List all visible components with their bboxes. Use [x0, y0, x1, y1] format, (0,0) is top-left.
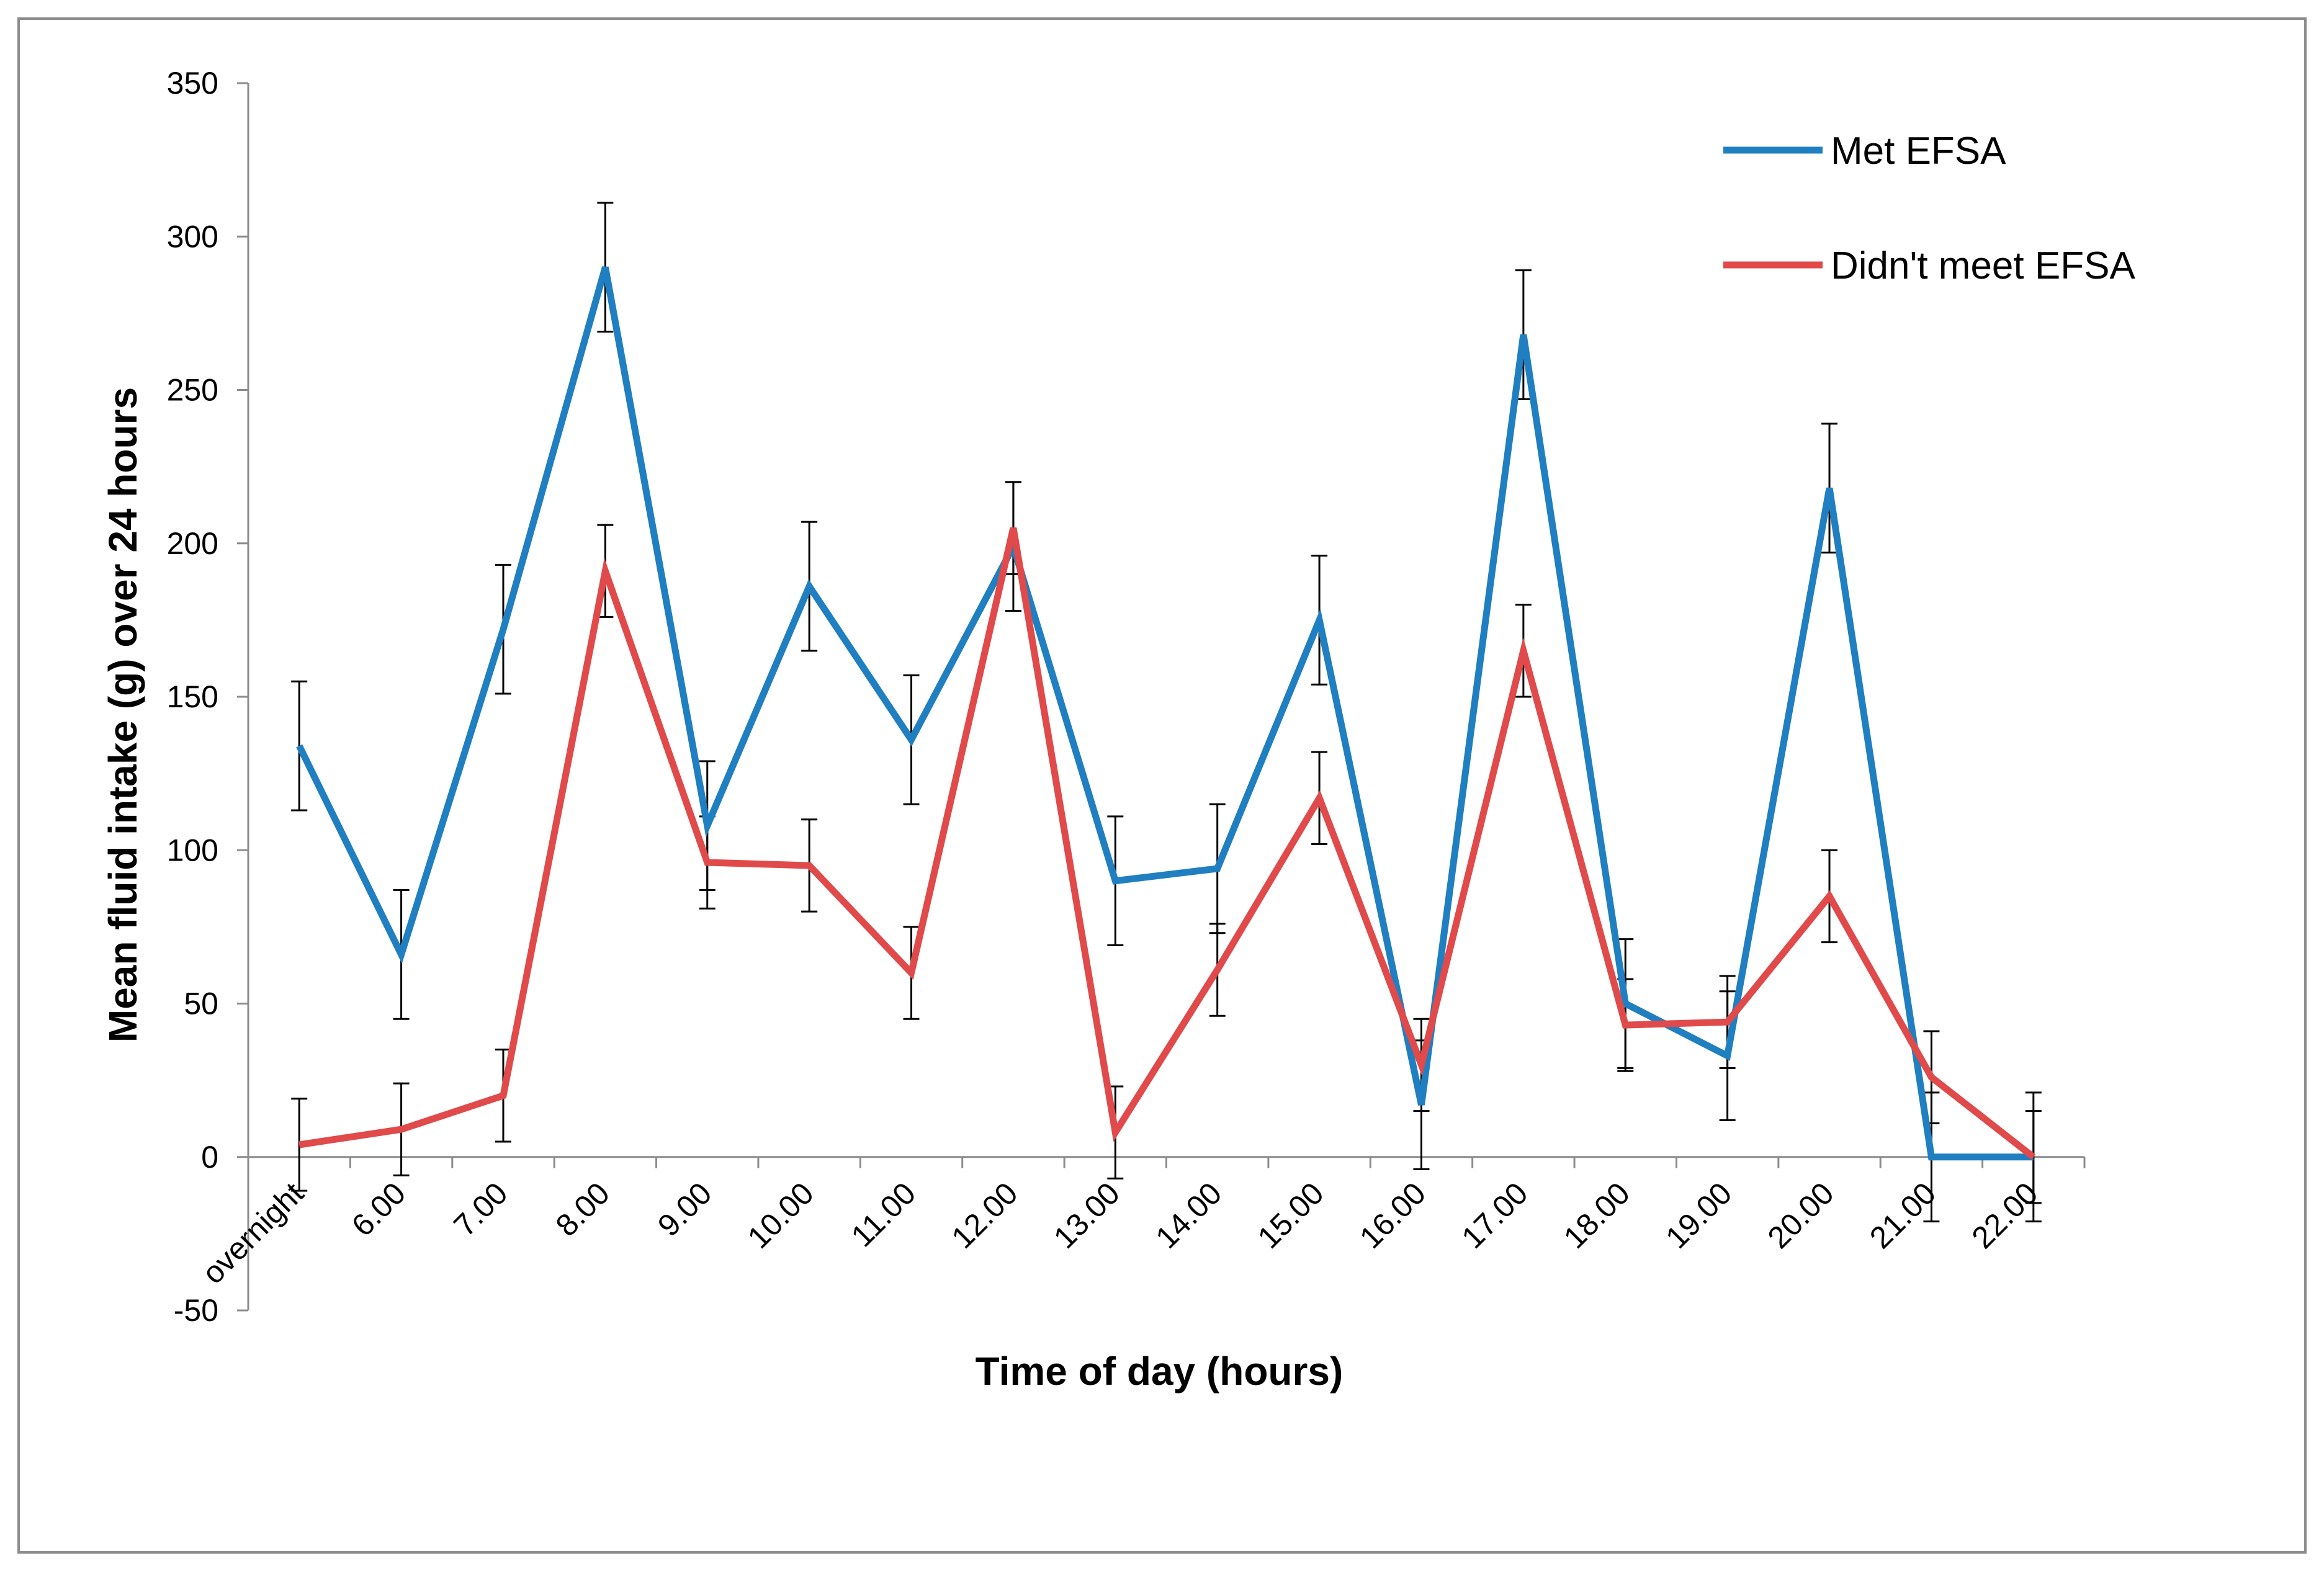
y-axis-title: Mean fluid intake (g) over 24 hours: [101, 387, 145, 1042]
legend[interactable]: Met EFSA Didn't meet EFSA: [1723, 130, 2135, 287]
x-tick-label: 10.00: [741, 1176, 820, 1255]
series-line-met-efsa: [296, 266, 2034, 1161]
x-tick-label: 9.00: [651, 1176, 718, 1243]
y-tick-label: 350: [167, 66, 218, 101]
legend-label-met-efsa: Met EFSA: [1831, 130, 2006, 172]
error-bars: [291, 202, 2042, 1223]
x-axis-title: Time of day (hours): [976, 1349, 1344, 1394]
x-tick-label: 19.00: [1659, 1176, 1738, 1255]
axes: [237, 82, 2086, 1312]
x-tick-label: 17.00: [1455, 1176, 1535, 1255]
x-tick-label: 18.00: [1557, 1176, 1636, 1255]
y-tick-label: 150: [167, 679, 218, 714]
legend-label-didnt-meet-efsa: Didn't meet EFSA: [1831, 244, 2135, 287]
y-tick-label: 0: [201, 1140, 218, 1175]
x-tick-label: 7.00: [447, 1176, 514, 1243]
y-tick-label: -50: [174, 1293, 218, 1328]
line-chart: -50 0 50 100 150 200 250 300 350 overnight 6.00 7.0…: [101, 66, 2135, 1394]
x-tick-label: 6.00: [345, 1176, 412, 1243]
x-tick-label: 12.00: [945, 1176, 1025, 1255]
chart-frame: -50 0 50 100 150 200 250 300 350 overnight 6.00 7.0…: [17, 17, 2307, 1554]
x-tick-label: 16.00: [1353, 1176, 1432, 1255]
series-lines: [296, 266, 2036, 1161]
x-tick-label: 8.00: [549, 1176, 616, 1243]
x-tick-label: 13.00: [1047, 1176, 1126, 1255]
x-tick-label: 11.00: [845, 1176, 922, 1253]
y-tick-label: 200: [167, 526, 218, 561]
x-tick-label: 15.00: [1251, 1176, 1330, 1255]
y-tick-label: 250: [167, 373, 218, 408]
y-tick-label: 300: [167, 219, 218, 254]
tick-labels: -50 0 50 100 150 200 250 300 350 overnight 6.00 7.0…: [167, 66, 2045, 1328]
x-tick-label: 20.00: [1761, 1176, 1841, 1255]
y-tick-label: 50: [184, 987, 218, 1021]
series-line-didn-t-meet-efsa: [298, 527, 2036, 1160]
y-tick-label: 100: [167, 833, 218, 867]
x-tick-label: 14.00: [1149, 1176, 1228, 1255]
x-tick-label: overnight: [195, 1176, 310, 1291]
